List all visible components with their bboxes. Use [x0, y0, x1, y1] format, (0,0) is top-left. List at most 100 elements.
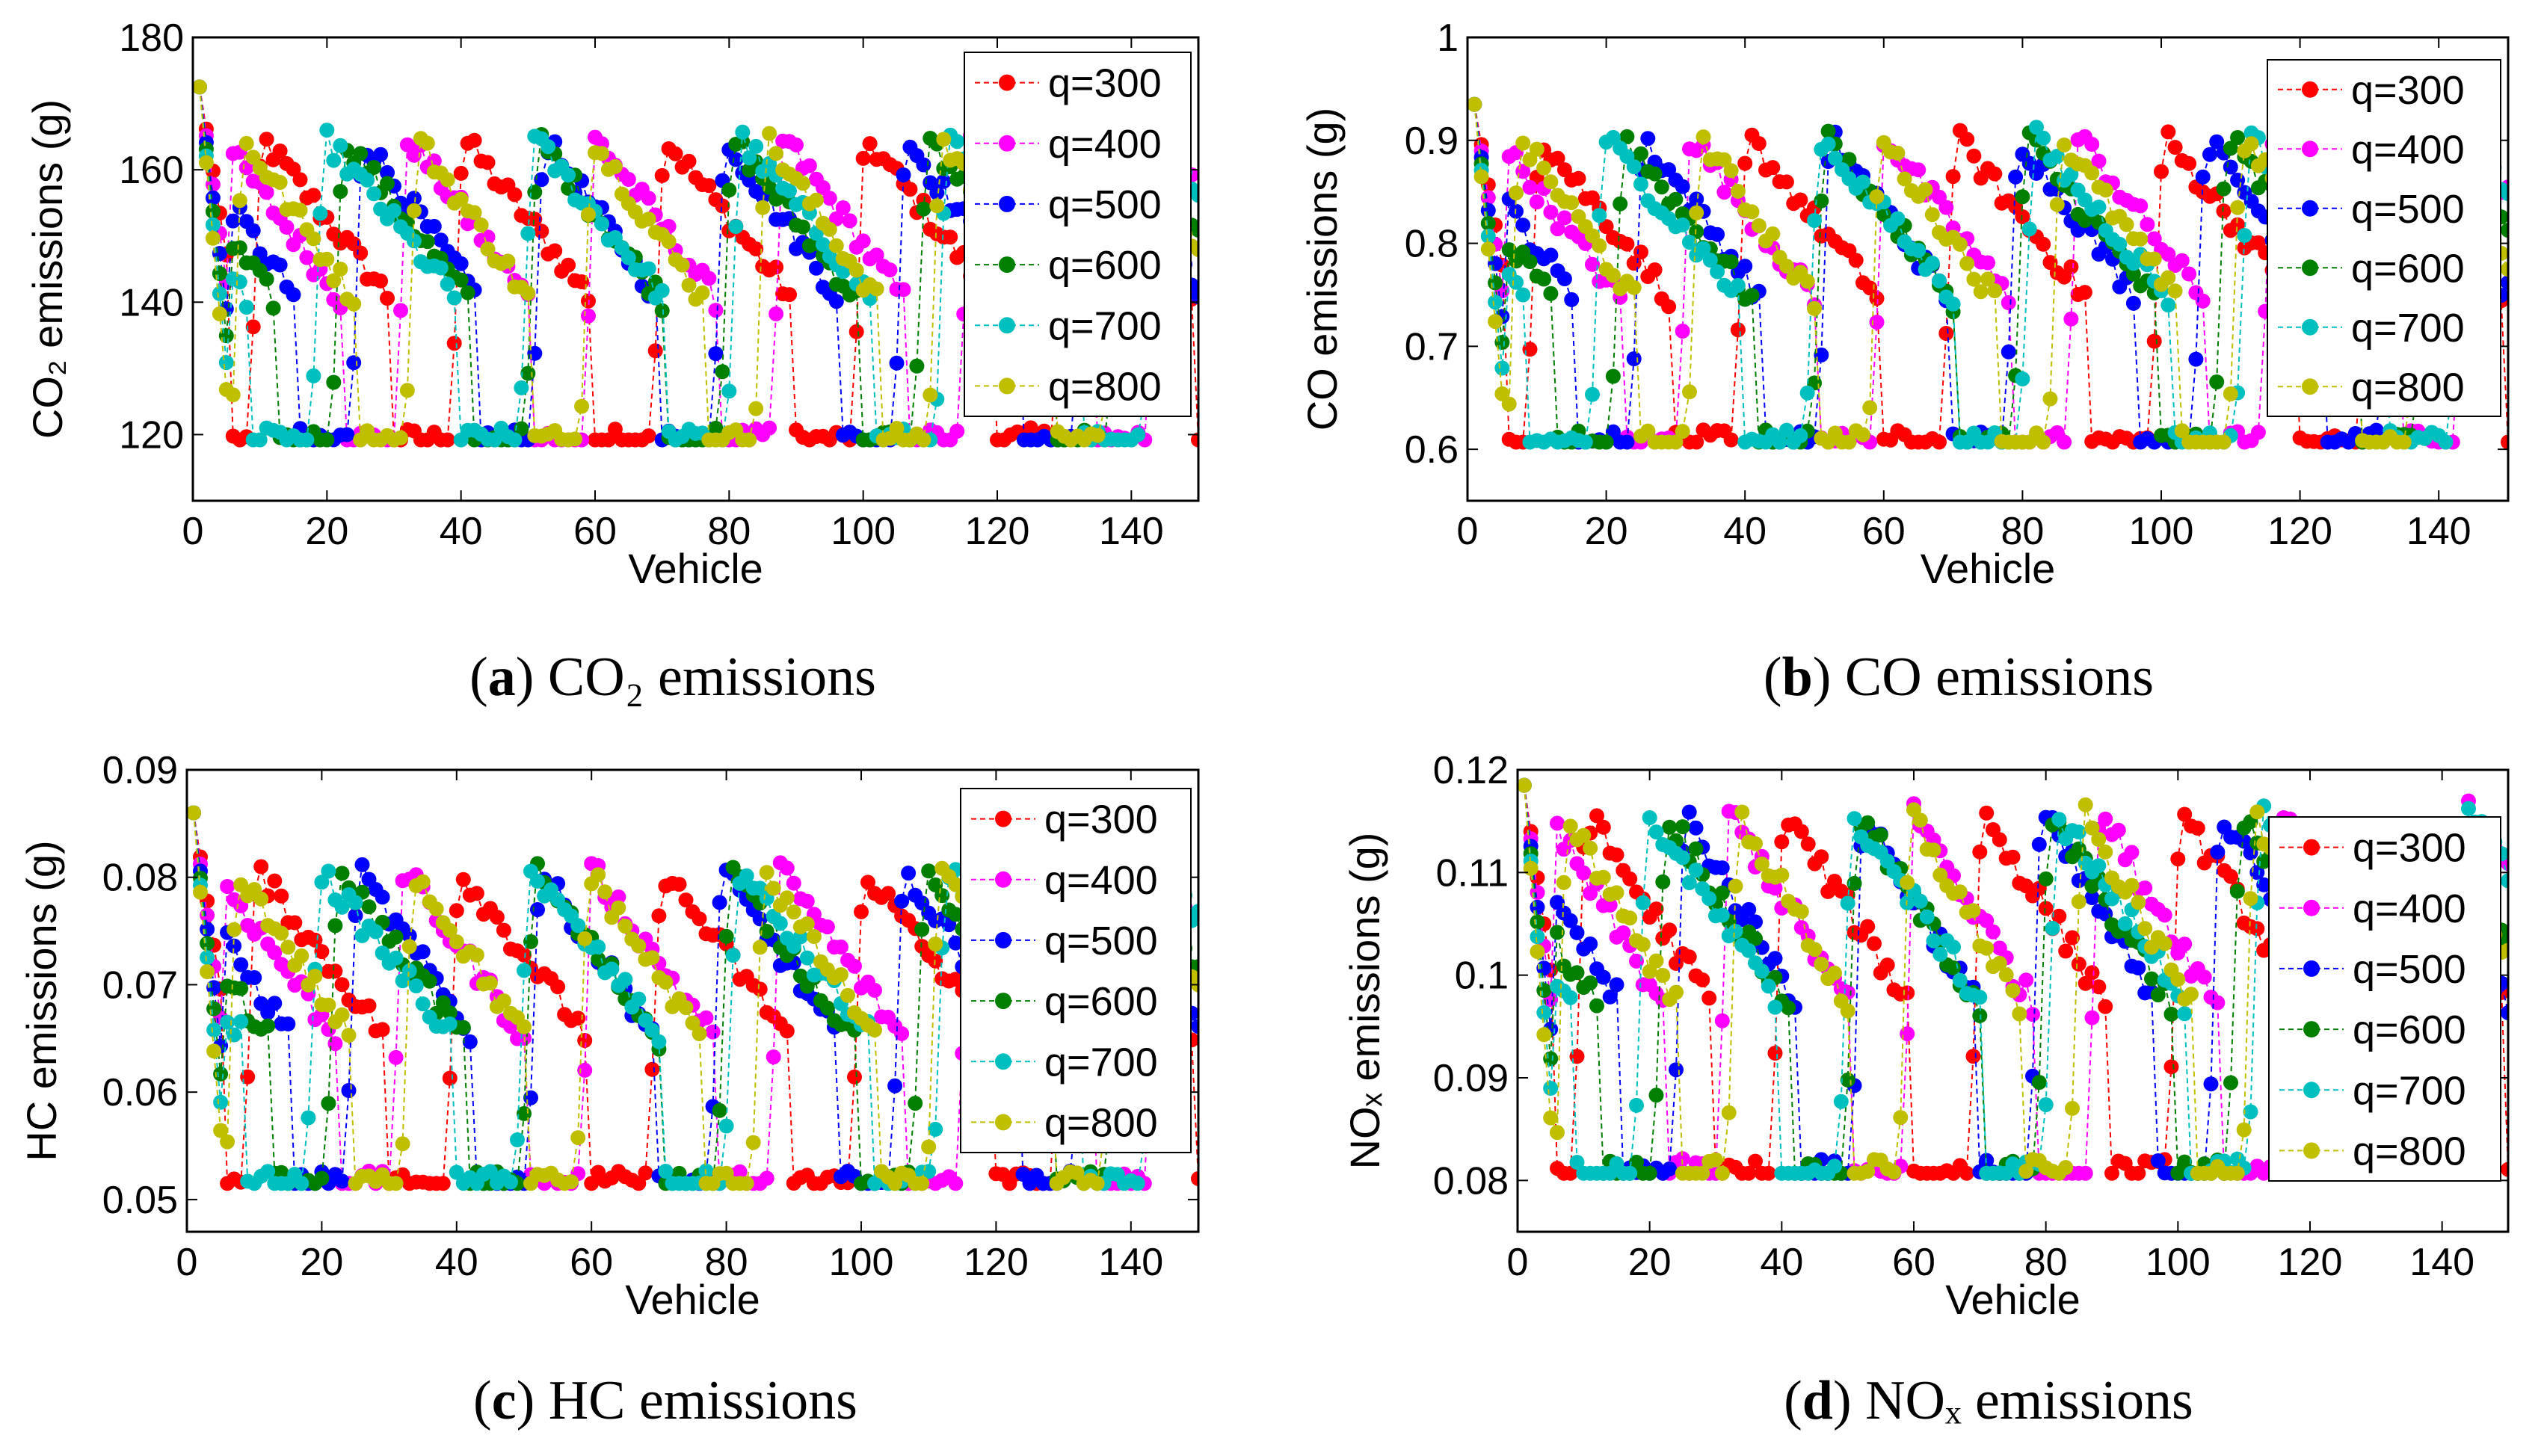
data-point	[1662, 819, 1678, 835]
data-point	[1655, 874, 1671, 889]
data-point	[2170, 1165, 2186, 1181]
data-point	[227, 922, 242, 937]
data-point	[1847, 875, 1862, 891]
data-point	[1987, 166, 2003, 182]
caption-text: HC emissions	[549, 1370, 857, 1431]
data-point	[200, 964, 215, 979]
data-point	[272, 175, 288, 190]
data-point	[1130, 427, 1146, 442]
data-point	[1543, 174, 1559, 190]
chart-c: 0 20 40 60 80 100 120 140 0.05 0.06 0.07 0.08 0.09 Ve…	[18, 749, 1200, 1323]
data-point	[1633, 244, 1648, 260]
caption-c: (c) HC emissions	[473, 1370, 857, 1431]
data-point	[442, 1005, 458, 1020]
data-point	[2249, 921, 2265, 937]
data-point	[433, 260, 449, 276]
legend-label: q=300	[1048, 61, 1162, 106]
data-point	[808, 192, 824, 208]
data-point	[1946, 940, 1961, 955]
data-point	[2036, 434, 2051, 450]
data-point	[2177, 1006, 2193, 1022]
data-point	[808, 260, 824, 276]
data-point	[2133, 231, 2149, 247]
data-point	[314, 874, 330, 890]
data-point	[708, 303, 724, 318]
data-point	[353, 146, 369, 161]
data-point	[1682, 235, 1697, 250]
data-point	[233, 877, 249, 892]
data-point	[869, 247, 884, 263]
data-point	[2216, 181, 2232, 197]
data-point	[2077, 285, 2092, 300]
data-point	[862, 136, 878, 152]
data-point	[1926, 933, 1941, 948]
data-point	[334, 977, 350, 993]
legend-marker	[999, 135, 1015, 152]
data-point	[2146, 231, 2162, 247]
data-point	[1571, 170, 1586, 186]
data-point	[2501, 223, 2508, 238]
data-point	[2501, 262, 2508, 277]
data-point	[631, 991, 647, 1007]
legend-item: q=600	[971, 979, 1158, 1024]
data-point	[2195, 293, 2211, 309]
data-point	[419, 234, 435, 250]
data-point	[2084, 890, 2100, 905]
data-point	[1799, 385, 1815, 401]
data-point	[641, 261, 656, 277]
data-point	[661, 234, 677, 250]
caption-d: (d) NOₓ emissions	[1784, 1370, 2193, 1431]
data-point	[312, 206, 328, 221]
data-point	[1488, 275, 1503, 291]
data-point	[233, 1014, 249, 1029]
data-point	[848, 324, 864, 339]
data-point	[1569, 1049, 1585, 1064]
data-point	[887, 1078, 903, 1093]
data-point	[1640, 131, 1656, 146]
legend-label: q=400	[1048, 122, 1162, 167]
data-point	[455, 1019, 471, 1035]
data-point	[1602, 989, 1618, 1005]
data-point	[1702, 253, 1718, 268]
data-point	[193, 79, 207, 95]
data-point	[840, 987, 855, 1003]
data-point	[1873, 827, 1888, 843]
data-point	[2045, 920, 2060, 936]
data-point	[469, 886, 484, 901]
data-point	[921, 1139, 937, 1155]
data-point	[647, 343, 663, 359]
data-point	[460, 285, 475, 300]
legend-marker	[2303, 1021, 2320, 1038]
data-point	[1530, 944, 1545, 960]
data-point	[1522, 254, 1538, 269]
data-point	[1761, 978, 1776, 994]
data-point	[1629, 1097, 1644, 1113]
data-point	[2223, 386, 2238, 401]
data-point	[419, 135, 435, 151]
x-tick-label: 120	[2267, 510, 2332, 553]
data-point	[205, 190, 221, 206]
data-point	[530, 902, 545, 917]
data-point	[2005, 983, 2021, 999]
data-point	[1799, 274, 1815, 289]
data-point	[658, 1164, 674, 1179]
data-point	[1714, 860, 1730, 876]
data-point	[869, 281, 884, 297]
data-point	[306, 368, 321, 383]
legend-item: q=500	[2278, 187, 2465, 232]
data-point	[449, 934, 464, 950]
data-point	[520, 365, 536, 381]
data-point	[1622, 871, 1638, 886]
data-point	[415, 996, 431, 1012]
data-point	[514, 380, 529, 395]
data-point	[2008, 169, 2024, 185]
data-point	[1696, 129, 1711, 145]
legend-item: q=300	[971, 798, 1158, 842]
legend-item: q=800	[971, 1100, 1158, 1145]
x-tick-label: 40	[1723, 510, 1767, 553]
data-point	[668, 146, 683, 161]
data-point	[2181, 266, 2197, 282]
data-point	[1675, 424, 1690, 439]
legend-item: q=700	[975, 303, 1162, 348]
data-point	[334, 866, 350, 881]
